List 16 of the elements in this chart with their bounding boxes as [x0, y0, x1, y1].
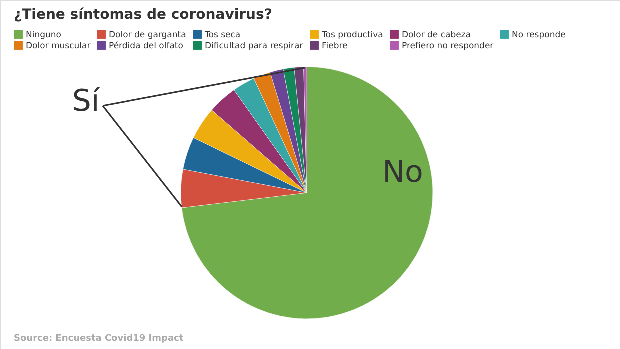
- legend-label: No responde: [512, 30, 566, 40]
- legend-label: Tos seca: [204, 30, 241, 40]
- legend-label: Tos productiva: [321, 30, 384, 40]
- legend-label: Pérdida del olfato: [109, 42, 184, 52]
- legend-label: Prefiero no responder: [402, 42, 494, 52]
- legend-label: Dolor muscular: [26, 42, 92, 52]
- chart-title: ¿Tiene síntomas de coronavirus?: [14, 7, 272, 23]
- legend-label: Ninguno: [26, 30, 62, 40]
- text: Sí: [72, 84, 102, 119]
- legend-label: Dolor de garganta: [109, 30, 186, 40]
- legend-label: Fiebre: [322, 42, 348, 52]
- pie-slice: [182, 66, 434, 320]
- legend-label: Dificultad para respirar: [205, 42, 304, 52]
- source-note: Source: Encuesta Covid19 Impact: [14, 334, 184, 344]
- text: No: [382, 155, 424, 190]
- legend-label: Dolor de cabeza: [402, 30, 472, 40]
